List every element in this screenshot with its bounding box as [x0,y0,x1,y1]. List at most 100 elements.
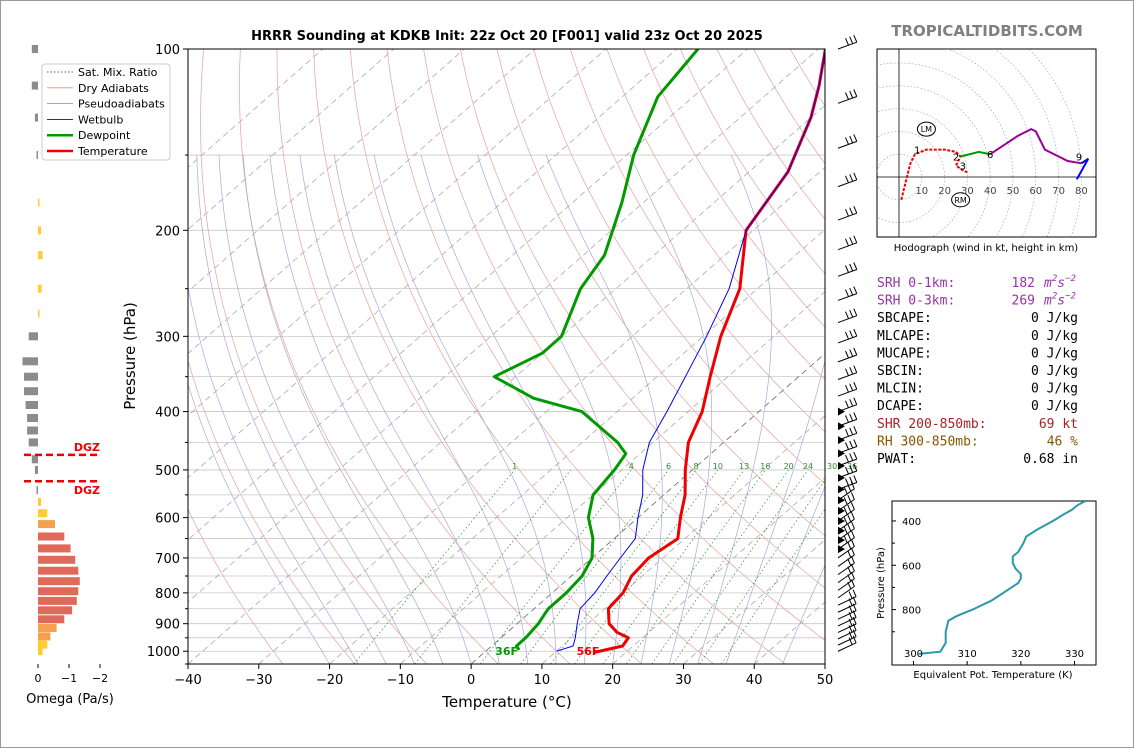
omega-bar [38,566,79,575]
wind-barb [837,596,857,613]
barb-feather [852,610,857,618]
stat-value: 0 J/kg [1031,329,1078,344]
hodograph-ring-label: 40 [984,186,997,197]
dry-adiabat-line [643,49,825,328]
omega-bar [27,414,38,422]
mixing-ratio-line [626,469,766,664]
wind-barb [837,412,858,431]
barb-feather [849,349,854,357]
barb-pennant [838,473,845,482]
hodograph-ring-label: 20 [938,186,951,197]
wind-barb [837,579,855,599]
barb-feather [849,330,854,338]
barb-feather [849,427,854,435]
pseudoadiabat-line [545,154,663,664]
wind-barbs [837,35,858,652]
stat-label: RH 300-850mb: [877,434,979,449]
barb-feather [843,486,848,495]
omega-bar [38,577,80,586]
hodograph-ring-labels: 10 20 30 40 50 60 70 80 [915,186,1087,197]
omega-bar [31,45,38,53]
barb-staff [837,585,855,599]
barb-pennant [838,485,845,494]
theta-e-line [918,501,1086,655]
barb-pennant [838,436,845,445]
wind-barb [837,603,857,620]
wind-barb [837,502,855,525]
mixing-ratio-labels: 1 4 6 8 10 13 16 20 24 30 36 [512,462,857,471]
barb-staff [837,603,857,613]
barb-feather [845,368,849,376]
mixing-ratio-label: 13 [739,462,749,471]
barb-feather [847,533,852,541]
omega-bar [38,226,42,235]
pseudoadiabat-line [188,382,330,664]
theta-x-tick-label: 310 [958,649,977,660]
skewt-profiles [492,49,825,654]
wind-barb [837,589,857,606]
y-tick-label: 700 [155,552,180,567]
omega-x-tick-label: 0 [35,672,42,685]
barb-feather [848,612,853,620]
omega-bar [31,455,38,464]
pseudoadiabat-line [242,154,444,664]
brand-watermark: TROPICALTIDBITS.COM [891,22,1083,40]
mixing-ratio-line [651,469,789,664]
barb-feather [845,137,849,145]
dry-adiabat-line [188,508,284,664]
isotherm-line [329,228,825,664]
barb-feather [843,526,848,534]
barb-feather [843,517,848,525]
x-tick-label: −10 [387,673,414,688]
omega-bar [38,509,48,518]
omega-bar [28,438,38,447]
barb-feather [852,616,857,625]
stat-label: SBCAPE: [877,311,932,326]
isotherm-line [470,353,825,664]
pseudoadiabat-line [725,359,825,664]
omega-bar [31,81,38,90]
hodograph-height-label: 3 [960,162,966,173]
barb-feather [845,350,849,359]
profile-temperature [593,49,825,654]
barb-feather [849,413,854,422]
legend-label: Temperature [77,145,148,158]
x-tick-label: −30 [245,673,272,688]
dry-adiabat-line [533,49,825,485]
barb-feather [850,571,855,580]
mixing-ratio-label: 4 [629,462,634,471]
stat-row: MUCAPE: 0 J/kg [877,346,1078,361]
barb-feather [849,36,854,44]
mixing-ratio-line [414,469,572,664]
barb-feather [850,539,855,547]
hodograph-ring-label: 70 [1052,186,1065,197]
barb-feather [853,426,858,434]
barb-feather [850,481,855,489]
barb-feather [853,463,858,472]
barb-feather [845,442,849,450]
hodograph-trace [900,148,968,201]
pseudoadiabat-line [477,154,622,664]
stat-value: 46 % [1047,434,1078,449]
stat-row: SHR 200-850mb: 69 kt [877,417,1078,432]
wind-barb [837,172,858,188]
surface-label: 56F [577,645,600,658]
stat-label: DCAPE: [877,399,924,414]
skewt-y-axis-label: Pressure (hPa) [121,302,139,410]
hodograph: 1 23 6 9 LM RM [877,49,1096,237]
barb-feather [852,629,857,637]
mixing-ratio-label: 8 [694,462,699,471]
barb-staff [837,212,857,221]
barb-feather [847,558,852,566]
barb-staff [837,140,857,149]
wind-barb [837,382,858,397]
barb-feather [853,439,858,447]
omega-bar [38,632,51,641]
barb-staff [837,96,857,104]
stat-row: SRH 0-1km: 182 m2s−2 [877,274,1076,291]
y-tick-label: 600 [155,512,180,527]
sounding-parameters: SRH 0-1km: 182 m2s−2 SRH 0-3km: 269 m2s−2 SBCA… [877,274,1078,467]
barb-staff [837,617,857,627]
y-tick-label: 1000 [147,645,180,660]
hodograph-height-label: 6 [987,150,993,161]
